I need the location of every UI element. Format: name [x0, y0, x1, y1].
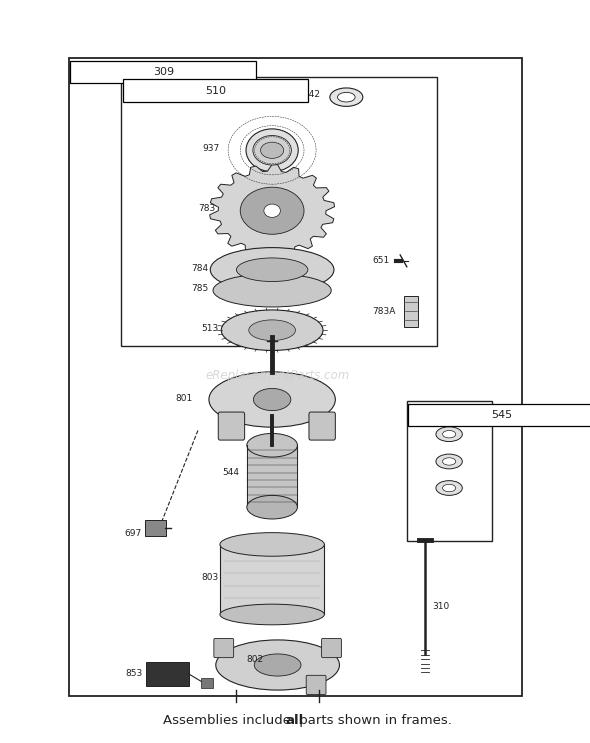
FancyBboxPatch shape [123, 80, 309, 102]
Ellipse shape [210, 247, 334, 292]
Text: 310: 310 [432, 602, 450, 611]
Ellipse shape [216, 640, 339, 690]
Text: parts shown in frames.: parts shown in frames. [295, 714, 452, 727]
FancyBboxPatch shape [214, 638, 234, 658]
FancyBboxPatch shape [306, 675, 326, 695]
Ellipse shape [254, 389, 291, 411]
Ellipse shape [436, 426, 463, 441]
Ellipse shape [209, 372, 335, 427]
FancyBboxPatch shape [309, 412, 335, 440]
Ellipse shape [264, 204, 280, 218]
Text: 937: 937 [202, 143, 220, 152]
Ellipse shape [221, 310, 323, 351]
Text: eReplacementParts.com: eReplacementParts.com [205, 369, 350, 382]
Ellipse shape [254, 654, 301, 676]
Ellipse shape [249, 320, 296, 340]
Ellipse shape [337, 92, 355, 102]
Text: 510: 510 [205, 85, 226, 96]
Text: 544: 544 [222, 468, 239, 477]
FancyBboxPatch shape [69, 58, 522, 696]
Ellipse shape [442, 430, 455, 438]
Text: 853: 853 [126, 669, 143, 678]
Text: 801: 801 [175, 394, 192, 403]
Ellipse shape [253, 135, 291, 165]
Ellipse shape [213, 273, 331, 307]
Ellipse shape [442, 458, 455, 465]
Ellipse shape [442, 484, 455, 492]
FancyBboxPatch shape [70, 61, 256, 83]
Text: 742: 742 [303, 90, 320, 99]
FancyBboxPatch shape [218, 412, 245, 440]
FancyBboxPatch shape [407, 401, 492, 541]
Ellipse shape [261, 142, 284, 158]
Text: 513: 513 [202, 324, 219, 333]
Text: 651: 651 [372, 256, 389, 265]
FancyBboxPatch shape [322, 638, 342, 658]
Ellipse shape [246, 129, 298, 172]
Ellipse shape [220, 533, 324, 557]
Text: 785: 785 [191, 285, 208, 293]
Text: 783: 783 [198, 204, 215, 213]
FancyBboxPatch shape [220, 545, 324, 614]
FancyBboxPatch shape [408, 404, 590, 426]
Text: 784: 784 [191, 264, 208, 273]
Text: Assemblies include: Assemblies include [163, 714, 295, 727]
FancyBboxPatch shape [145, 519, 166, 536]
FancyBboxPatch shape [121, 77, 437, 345]
Text: 309: 309 [153, 67, 174, 77]
Ellipse shape [436, 481, 463, 496]
Text: 802: 802 [247, 655, 264, 664]
Ellipse shape [330, 88, 363, 106]
Ellipse shape [247, 496, 297, 519]
Ellipse shape [240, 187, 304, 234]
Polygon shape [209, 164, 335, 257]
FancyBboxPatch shape [404, 296, 418, 326]
Ellipse shape [436, 454, 463, 469]
Text: 783A: 783A [372, 307, 395, 316]
FancyBboxPatch shape [201, 678, 214, 688]
Text: 697: 697 [124, 529, 142, 538]
Ellipse shape [220, 604, 324, 625]
Text: 545: 545 [491, 410, 512, 420]
Text: all: all [286, 714, 304, 727]
FancyBboxPatch shape [146, 662, 189, 686]
Ellipse shape [237, 258, 308, 282]
Text: 803: 803 [201, 573, 218, 582]
Ellipse shape [247, 433, 297, 457]
